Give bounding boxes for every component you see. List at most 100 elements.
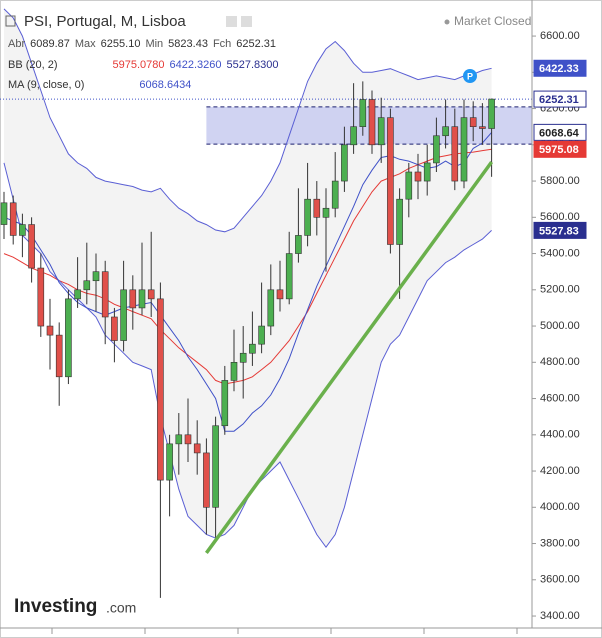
logo-suffix: .com: [106, 600, 136, 616]
candle-body: [55, 334, 63, 378]
market-status: Market Closed: [454, 14, 531, 28]
legend-label: Abr: [8, 38, 25, 50]
candle-body: [479, 126, 486, 129]
candle-body: [19, 224, 26, 236]
candle-body: [184, 434, 192, 445]
price-label: 5975.08: [539, 144, 579, 156]
plot-area: [0, 8, 532, 598]
candle-body: [433, 135, 440, 164]
candle-body: [258, 325, 265, 345]
legend-label: Fch: [213, 38, 231, 50]
legend-value: 6252.31: [236, 38, 276, 50]
y-tick-label: 6600.00: [540, 30, 580, 42]
status-dot: [444, 19, 450, 25]
y-tick-label: 4800.00: [540, 356, 580, 368]
candle-body: [166, 443, 173, 481]
candle-body: [138, 289, 146, 309]
candle-body: [451, 126, 459, 182]
candle-body: [221, 380, 229, 427]
indicator-line: [3, 148, 492, 385]
candle-body: [157, 298, 164, 481]
legend-label: Max: [75, 38, 96, 50]
price-label: 5527.83: [539, 225, 579, 237]
event-icon[interactable]: [463, 69, 477, 83]
candle-body: [129, 289, 137, 309]
candle-body: [359, 99, 367, 127]
candle-body: [322, 207, 330, 218]
candle-body: [405, 171, 413, 200]
candle-body: [295, 235, 302, 254]
candle-body: [267, 289, 275, 327]
y-tick-label: 5400.00: [540, 247, 580, 259]
indicator-line: [3, 8, 492, 233]
price-label-bg: [533, 140, 587, 158]
candle-body: [101, 271, 109, 318]
settings-icon[interactable]: [226, 16, 237, 27]
y-tick-label: 5800.00: [540, 175, 580, 187]
legend-value: 6089.87: [30, 38, 70, 50]
candle-body: [442, 126, 449, 137]
y-tick-label: 5200.00: [540, 284, 580, 296]
y-tick-label: 3400.00: [540, 610, 580, 622]
candle-body: [368, 99, 376, 146]
trendline: [204, 160, 494, 554]
indicator-name: BB (20, 2): [8, 59, 58, 71]
settings-icon[interactable]: [241, 16, 252, 27]
indicator-value: 5527.8300: [227, 59, 279, 71]
collapse-icon[interactable]: [5, 15, 16, 27]
price-label-bg: [533, 90, 587, 108]
candle-body: [341, 144, 348, 182]
indicator-value: 5975.0780: [113, 59, 165, 71]
price-label: 6068.64: [539, 127, 580, 139]
candle-body: [414, 171, 422, 182]
candle-body: [460, 117, 468, 182]
candle-body: [469, 117, 477, 127]
candle-body: [65, 298, 72, 378]
candle-body: [74, 289, 81, 300]
candle-body: [203, 452, 210, 508]
y-tick-label: 3600.00: [540, 574, 580, 586]
candle-body: [304, 198, 311, 236]
candle-body: [83, 280, 91, 291]
y-tick-label: 3800.00: [540, 537, 580, 549]
y-tick-label: 4200.00: [540, 465, 580, 477]
indicator-value: 6422.3260: [170, 59, 222, 71]
indicator-value: 6068.6434: [139, 79, 191, 91]
candle-body: [313, 198, 321, 218]
legend-value: 6255.10: [101, 38, 141, 50]
y-tick-label: 5000.00: [540, 320, 580, 332]
candle-body: [28, 224, 35, 269]
indicator-name: MA (9, close, 0): [8, 79, 84, 91]
logo: Investing: [14, 596, 97, 617]
candle-body: [37, 267, 45, 327]
candle-body: [212, 425, 219, 508]
y-tick-label: 4000.00: [540, 501, 580, 513]
candle-body: [350, 126, 357, 146]
candle-body: [396, 198, 403, 245]
title: PSI, Portugal, M, Lisboa: [24, 13, 186, 30]
legend-label: Min: [145, 38, 163, 50]
candle-body: [175, 434, 183, 445]
candle-body: [387, 117, 394, 245]
candle-body: [423, 162, 431, 182]
candle-body: [92, 271, 100, 282]
candle-body: [111, 316, 118, 341]
y-tick-label: 4600.00: [540, 392, 580, 404]
legend-value: 5823.43: [168, 38, 208, 50]
legend: Abr 6089.87 Max 6255.10 Min 5823.43 Fch 6252.31…: [8, 38, 279, 91]
candle-body: [249, 343, 256, 354]
price-label: 6252.31: [539, 94, 579, 106]
candle-body: [193, 443, 201, 454]
candle-body: [9, 202, 17, 236]
price-label: 6422.33: [539, 63, 579, 75]
x-ticks: [51, 628, 518, 634]
price-label-bg: [533, 221, 587, 239]
y-tick-label: 4400.00: [540, 429, 580, 441]
candle-body: [239, 352, 247, 363]
candle-body: [120, 289, 127, 341]
candle-body: [331, 180, 339, 209]
candle-body: [230, 362, 238, 381]
indicator-line: [3, 132, 492, 432]
price-label-bg: [533, 123, 587, 141]
